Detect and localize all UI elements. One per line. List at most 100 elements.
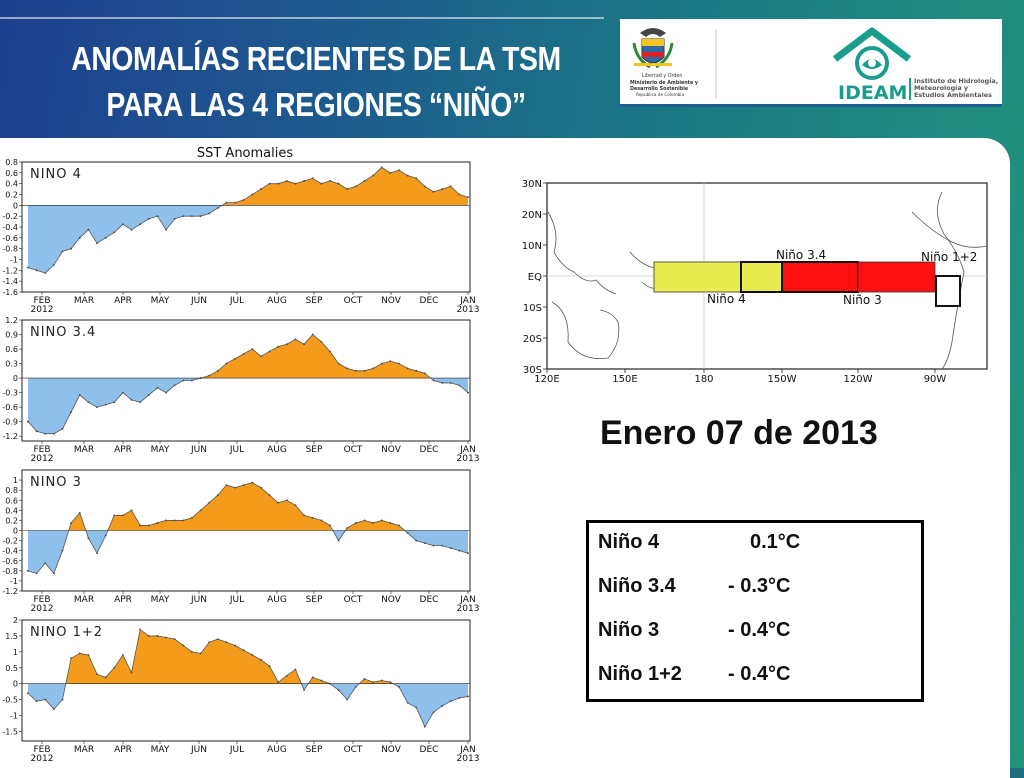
ideam-bar: [909, 78, 911, 100]
x-tick-label: SEP: [306, 745, 323, 755]
map-coastlines: [547, 191, 988, 370]
x-year-end: 2013: [457, 305, 480, 315]
x-tick-label: MAR: [74, 745, 94, 755]
label-nino34: Niño 3.4: [776, 248, 826, 262]
sst-anomalies-figure: SST Anomalies 0.8 0.6 0.4 0.2 0 -0.2 -0.4 -0.6-…: [0, 140, 488, 773]
y-tick-label: 0.6: [5, 169, 18, 178]
y-tick-label: 0.9: [5, 331, 18, 340]
logos-svg: Libertad y Orden Ministerio de Ambiente …: [630, 27, 998, 104]
x-year-start: 2012: [31, 454, 54, 464]
panel-1: 0.8 0.6 0.4 0.20 -0.2 -0.4 -0.6 -0.8 -1-1.2 -1.4 -…: [2, 158, 479, 315]
map-lon-label: 150W: [768, 374, 797, 384]
y-tick-label: -0.5: [2, 696, 18, 705]
y-tick-label: -1.5: [2, 727, 18, 736]
x-tick-label: JAN: [459, 595, 475, 605]
ministry-line-1: Libertad y Orden: [642, 73, 682, 79]
y-tick-label: 1: [13, 476, 18, 485]
y-tick-label: 1.2: [5, 316, 18, 325]
x-tick-label: MAR: [74, 595, 94, 605]
ideam-logo-icon: [832, 27, 912, 80]
x-tick-label: NOV: [381, 745, 402, 755]
map-lat-label: 20S: [523, 334, 542, 345]
x-tick-label: OCT: [344, 296, 363, 306]
ideam-line-2: Meteorología y: [914, 84, 969, 92]
label-nino3: Niño 3: [843, 293, 882, 307]
map-lat-label: 20N: [522, 210, 542, 221]
x-tick-label: JUN: [190, 445, 207, 455]
x-tick-label: FEB: [33, 296, 50, 306]
y-tick-label: 1: [13, 648, 18, 657]
y-tick-label: -1.4: [2, 277, 18, 286]
x-tick-label: OCT: [344, 445, 363, 455]
y-tick-label: 0: [13, 201, 18, 210]
y-tick-label: -0.3: [2, 389, 18, 398]
x-tick-label: MAY: [151, 595, 170, 605]
summary-value: - 0.4°C: [728, 663, 791, 685]
x-tick-label: OCT: [344, 745, 363, 755]
panel-name: NINO 3.4: [30, 325, 96, 340]
y-tick-label: 1.5: [5, 632, 18, 641]
x-tick-label: JUN: [190, 745, 207, 755]
positive-anomaly-area: [200, 334, 431, 379]
x-tick-label: SEP: [306, 595, 323, 605]
x-tick-label: MAY: [151, 745, 170, 755]
y-tick-label: -1: [10, 577, 18, 586]
map-lat-label: 30S: [523, 365, 542, 376]
x-tick-label: APR: [114, 745, 132, 755]
summary-region: Niño 4: [598, 531, 660, 553]
x-tick-label: JUL: [229, 595, 244, 605]
x-tick-label: NOV: [381, 445, 402, 455]
map-lon-label: 120W: [844, 374, 873, 384]
negative-anomaly-area: [28, 683, 468, 727]
y-tick-label: -0.6: [2, 403, 18, 412]
y-tick-label: -1: [10, 256, 18, 265]
x-tick-label: AUG: [267, 745, 287, 755]
x-tick-label: AUG: [267, 445, 287, 455]
negative-anomaly-area: [28, 530, 468, 574]
region-nino4-box: [653, 261, 742, 293]
x-tick-label: JAN: [459, 745, 475, 755]
map-lon-label: 150E: [612, 374, 637, 384]
x-tick-label: FEB: [33, 595, 50, 605]
anomaly-line: [27, 166, 469, 274]
map-svg: Niño 3.4 Niño 1+2 Niño 4 Niño 3 30N 20N 10…: [522, 179, 988, 385]
y-tick-label: -0.9: [2, 418, 18, 427]
y-tick-label: 0: [13, 374, 18, 383]
map-lon-label: 120E: [534, 374, 559, 384]
x-tick-label: MAY: [151, 445, 170, 455]
y-tick-label: -1.2: [2, 432, 18, 441]
region-nino34-west-box: [740, 261, 783, 293]
y-tick-label: -0.6: [2, 234, 18, 243]
map-lat-label: 10S: [523, 303, 542, 314]
y-tick-label: 0.4: [5, 180, 18, 189]
x-tick-label: AUG: [267, 595, 287, 605]
x-tick-label: DEC: [420, 296, 439, 306]
header-divider: [0, 17, 604, 19]
y-tick-label: 0.4: [5, 506, 18, 515]
ministry-line-2: Ministerio de Ambiente y: [630, 80, 699, 86]
summary-value: - 0.4°C: [728, 619, 791, 641]
map-regions: [653, 261, 961, 307]
x-year-start: 2012: [31, 754, 54, 764]
x-tick-label: OCT: [344, 595, 363, 605]
summary-value: 0.1°C: [750, 531, 801, 553]
logo-underline: [620, 104, 1002, 107]
x-tick-label: NOV: [381, 296, 402, 306]
title-line-1: ANOMALÍAS RECIENTES DE LA TSM: [71, 40, 561, 77]
map-lon-label: 180: [694, 374, 713, 384]
x-year-end: 2013: [457, 454, 480, 464]
coat-of-arms-icon: [632, 28, 674, 69]
anomaly-line: [27, 628, 469, 728]
x-tick-label: SEP: [306, 296, 323, 306]
panel-4: 2 1.5 1 0.5 0 -0.5 -1 -1.5 FEB MAR APR MAY JUN JUL AUG…: [2, 616, 479, 764]
panel-name: NINO 3: [30, 475, 82, 490]
y-tick-label: -0.8: [2, 245, 18, 254]
anomaly-line: [27, 333, 469, 435]
y-tick-label: -0.6: [2, 557, 18, 566]
panel-3: 10.80.60.40.2 0-0.2-0.4-0.6-0.8-1-1.2 FEB M…: [2, 469, 479, 614]
map-lat-label: 30N: [522, 179, 542, 190]
chart-title: SST Anomalies: [197, 146, 294, 161]
x-tick-label: JUL: [229, 445, 244, 455]
region-nino12-box: [935, 275, 961, 307]
label-nino4: Niño 4: [707, 292, 746, 306]
